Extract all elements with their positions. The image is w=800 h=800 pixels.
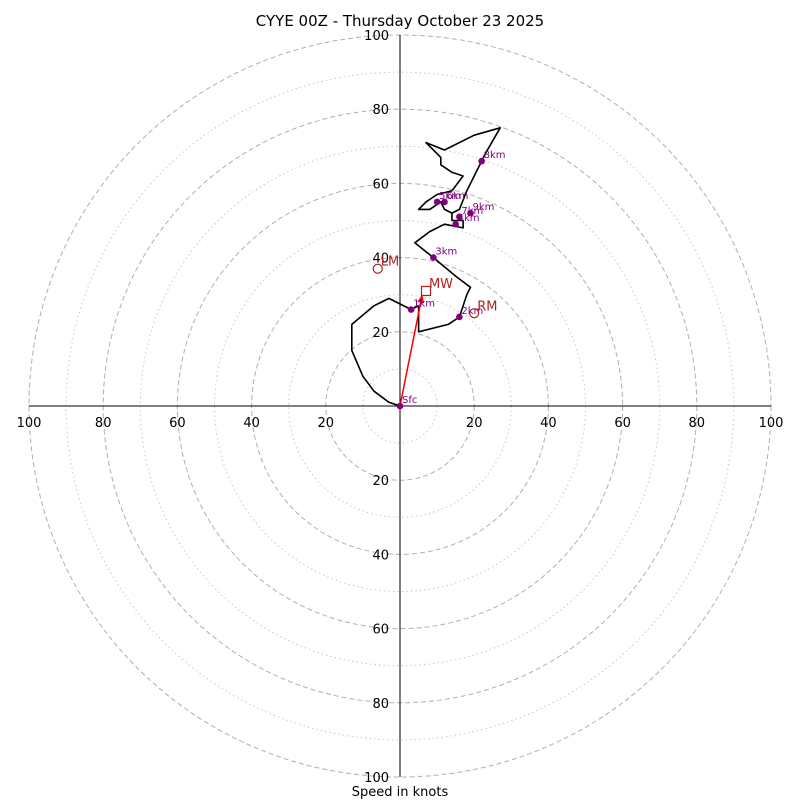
tick-right-40: 40 (540, 416, 557, 431)
height-point-2km (456, 313, 463, 321)
storm-motion-markers: LM RM MW (372, 255, 497, 319)
tick-down-60: 60 (372, 623, 389, 638)
height-point-6km (441, 198, 448, 206)
height-label-8km: 8km (484, 150, 506, 161)
height-label-1km: 1km (413, 299, 435, 310)
tick-left-60: 60 (169, 416, 186, 431)
tick-down-80: 80 (372, 697, 389, 712)
tick-up-20: 20 (372, 326, 389, 341)
storm-motion-label-mw: MW (429, 277, 453, 292)
tick-down-20: 20 (372, 474, 389, 489)
tick-labels: 20 20 20 20 40 40 40 40 60 60 60 60 80 80 80 80 100 100 10… (17, 29, 784, 786)
height-label-4km: 4km (458, 213, 480, 224)
tick-right-100: 100 (759, 416, 784, 431)
shear-line (399, 294, 423, 407)
tick-left-100: 100 (17, 416, 42, 431)
height-point-sfc (396, 402, 404, 410)
height-point-7km (456, 213, 463, 221)
height-point-1km (407, 306, 415, 313)
tick-left-20: 20 (318, 416, 335, 431)
height-point-4km (452, 220, 459, 228)
height-label-5km: 5km (439, 191, 461, 202)
shear-arrowhead (417, 294, 425, 304)
chart-title: CYYE 00Z - Thursday October 23 2025 (256, 12, 544, 30)
shear-vector (399, 294, 425, 407)
tick-up-40: 40 (372, 252, 389, 267)
hodograph-line (350, 127, 502, 407)
storm-motion-mw (420, 285, 432, 297)
tick-down-100: 100 (364, 771, 389, 786)
height-label-3km: 3km (435, 247, 457, 258)
tick-left-80: 80 (95, 416, 112, 431)
tick-down-40: 40 (372, 548, 389, 563)
height-point-9km (467, 209, 474, 217)
tick-right-60: 60 (614, 416, 631, 431)
tick-right-80: 80 (689, 416, 706, 431)
tick-up-100: 100 (364, 29, 389, 44)
height-label-9km: 9km (472, 202, 494, 213)
storm-motion-label-lm: LM (381, 255, 399, 270)
height-point-5km (433, 198, 441, 206)
tick-up-80: 80 (372, 103, 389, 118)
height-label-sfc: Sfc (402, 395, 417, 406)
hodograph-trace (350, 127, 502, 407)
storm-motion-label-rm: RM (477, 299, 497, 314)
height-points: Sfc1km2km3km4km5km6km7km8km9km (396, 150, 506, 410)
x-axis-label: Speed in knots (352, 785, 449, 800)
storm-motion-lm (372, 263, 383, 274)
tick-right-20: 20 (466, 416, 483, 431)
height-label-2km: 2km (461, 306, 483, 317)
height-label-6km: 6km (447, 191, 469, 202)
height-point-8km (478, 157, 485, 165)
height-point-3km (430, 254, 437, 261)
storm-motion-rm (469, 308, 480, 319)
tick-left-40: 40 (243, 416, 260, 431)
tick-up-60: 60 (372, 177, 389, 192)
